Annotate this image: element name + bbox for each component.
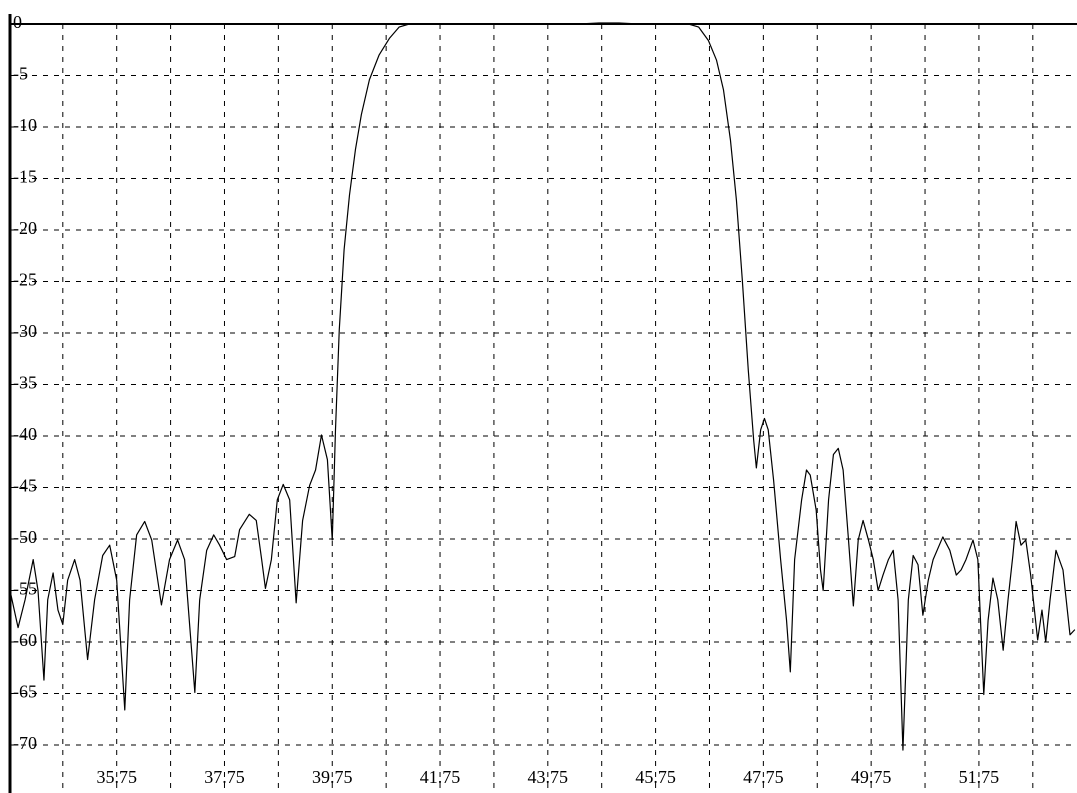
y-tick-label: -50 [13, 527, 37, 547]
x-tick-label: 45.75 [635, 767, 676, 787]
x-tick-label: 51.75 [959, 767, 1000, 787]
y-tick-label: -70 [13, 733, 37, 753]
x-tick-label: 43.75 [528, 767, 569, 787]
y-tick-label: -15 [13, 167, 37, 187]
y-tick-label: -30 [13, 321, 37, 341]
x-tick-label: 35.75 [96, 767, 137, 787]
response-line [9, 22, 1076, 751]
x-tick-label: 39.75 [312, 767, 353, 787]
y-tick-label: -35 [13, 373, 37, 393]
y-tick-label: -65 [13, 682, 37, 702]
y-tick-label: -60 [13, 630, 37, 650]
x-tick-label: 37.75 [204, 767, 245, 787]
y-tick-label: -45 [13, 476, 37, 496]
x-tick-label: 47.75 [743, 767, 784, 787]
y-tick-label: 0 [13, 12, 22, 32]
y-tick-label: -10 [13, 115, 37, 135]
y-tick-label: -55 [13, 579, 37, 599]
y-tick-label: -40 [13, 424, 37, 444]
x-tick-label: 49.75 [851, 767, 892, 787]
x-tick-label: 41.75 [420, 767, 461, 787]
y-tick-label: -25 [13, 270, 37, 290]
y-tick-label: -5 [13, 64, 28, 84]
y-tick-label: -20 [13, 218, 37, 238]
